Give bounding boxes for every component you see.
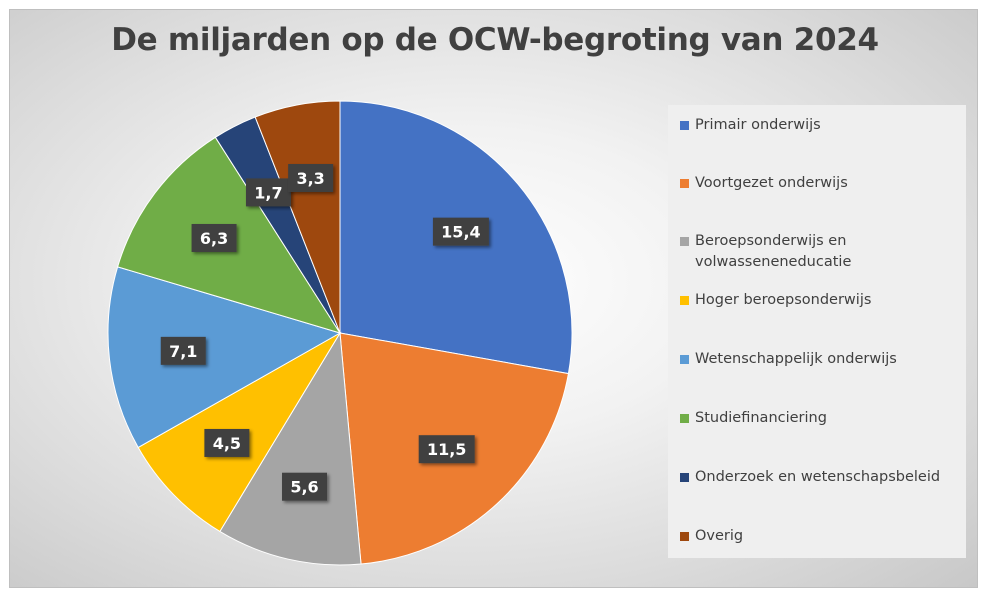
- data-label-text: 7,1: [169, 342, 197, 361]
- data-label-box: [418, 435, 475, 464]
- legend-label: Wetenschappelijk onderwijs: [695, 351, 897, 367]
- pie-slice-wetenschappelijk-onderwijs: [107, 266, 342, 449]
- pie-slice-beroepsonderwijs-en-volwasseneneducatie: [219, 331, 362, 566]
- data-label-studiefinanciering: 6,3: [191, 223, 237, 252]
- legend-swatch: [680, 414, 689, 423]
- data-label-voortgezet-onderwijs: 11,5: [418, 435, 475, 464]
- legend-item-wo: Wetenschappelijk onderwijs: [680, 349, 965, 370]
- data-label-box: [160, 336, 206, 365]
- data-label-text: 11,5: [427, 440, 466, 459]
- data-label-overig: 3,3: [288, 163, 334, 192]
- legend-label: Primair onderwijs: [695, 117, 821, 133]
- data-label-box: [432, 217, 489, 246]
- legend-item-hbo: Hoger beroepsonderwijs: [680, 290, 965, 311]
- legend-label: Overig: [695, 528, 744, 544]
- legend-swatch: [680, 355, 689, 364]
- data-label-box: [204, 428, 250, 457]
- pie-slice-overig: [254, 100, 341, 334]
- legend-item-onderzoek: Onderzoek en wetenschapsbeleid: [680, 467, 965, 488]
- legend-item-primair: Primair onderwijs: [680, 115, 965, 136]
- data-label-text: 15,4: [441, 223, 480, 242]
- data-label-onderzoek-en-wetenschapsbeleid: 1,7: [245, 178, 291, 207]
- data-label-primair-onderwijs: 15,4: [432, 217, 489, 246]
- legend-label: Beroepsonderwijs en volwasseneneducatie: [695, 233, 852, 270]
- legend-label: Studiefinanciering: [695, 410, 827, 426]
- data-label-text: 1,7: [254, 183, 282, 202]
- data-label-box: [245, 178, 291, 207]
- chart-title: De miljarden op de OCW-begroting van 202…: [111, 22, 879, 58]
- data-label-box: [288, 163, 334, 192]
- legend-label: Hoger beroepsonderwijs: [695, 292, 872, 308]
- data-label-text: 6,3: [200, 229, 228, 248]
- legend-swatch: [680, 121, 689, 130]
- data-label-box: [191, 223, 237, 252]
- legend-item-overig: Overig: [680, 526, 965, 547]
- data-label-box: [282, 472, 328, 501]
- legend-label: Onderzoek en wetenschapsbeleid: [695, 469, 941, 485]
- legend-swatch: [680, 532, 689, 541]
- data-label-beroepsonderwijs-en-volwasseneneducatie: 5,6: [282, 472, 328, 501]
- legend-item-beroepsonderwijs: Beroepsonderwijs en volwasseneneducatie: [680, 231, 965, 273]
- data-label-hoger-beroepsonderwijs: 4,5: [204, 428, 250, 457]
- legend-swatch: [680, 179, 689, 188]
- data-label-wetenschappelijk-onderwijs: 7,1: [160, 336, 206, 365]
- legend-item-voortgezet: Voortgezet onderwijs: [680, 173, 965, 194]
- legend-swatch: [680, 237, 689, 246]
- data-label-text: 5,6: [290, 478, 318, 497]
- legend-item-studiefinanciering: Studiefinanciering: [680, 408, 965, 429]
- legend-swatch: [680, 473, 689, 482]
- legend: Primair onderwijs Voortgezet onderwijs B…: [668, 105, 966, 558]
- legend-swatch: [680, 296, 689, 305]
- data-label-text: 3,3: [296, 169, 324, 188]
- data-label-text: 4,5: [213, 434, 241, 453]
- legend-label: Voortgezet onderwijs: [695, 175, 848, 191]
